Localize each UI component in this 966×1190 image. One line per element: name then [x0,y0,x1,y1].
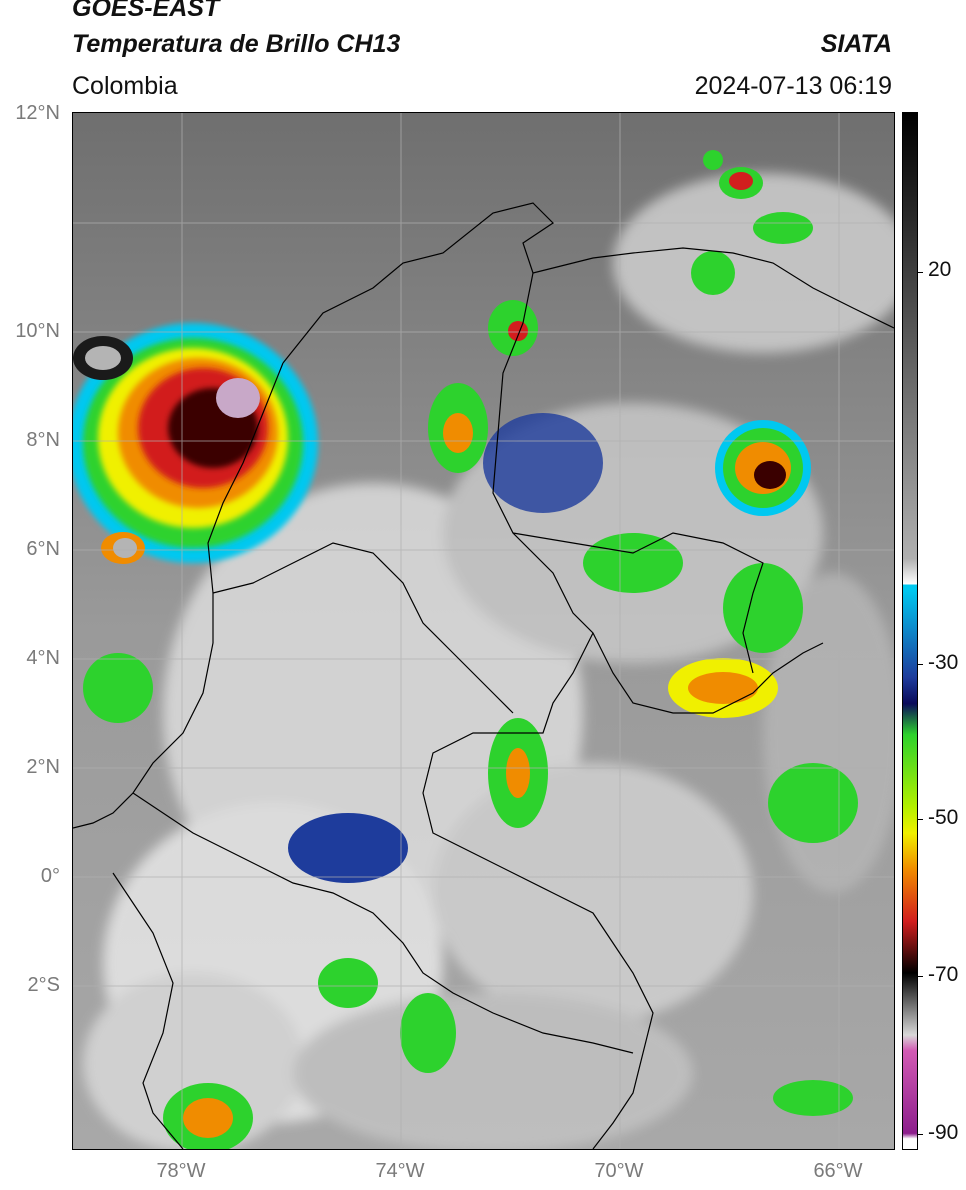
source-label: SIATA [820,30,892,58]
product-title: Temperatura de Brillo CH13 [72,30,401,58]
lat-label-12n: 12°N [15,102,60,124]
colorbar-tick [917,272,923,273]
colorbar-label-minus90: -90 [928,1121,959,1144]
temperature-colorbar [902,112,918,1150]
colorbar-label-minus50: -50 [928,806,959,829]
timestamp-label: 2024-07-13 06:19 [694,72,892,100]
lon-label-66w: 66°W [813,1160,863,1182]
lon-label-78w: 78°W [156,1160,206,1182]
lat-label-6n: 6°N [26,538,60,560]
lat-lon-grid [73,113,894,1149]
lon-label-74w: 74°W [375,1160,425,1182]
lat-label-10n: 10°N [15,320,60,342]
colorbar-label-minus70: -70 [928,963,959,986]
lat-label-4n: 4°N [26,647,60,669]
region-label: Colombia [72,72,178,100]
colorbar-tick [917,1134,923,1135]
lat-label-2n: 2°N [26,756,60,778]
convective-cells [73,150,858,1149]
lon-label-70w: 70°W [594,1160,644,1182]
lat-label-0: 0° [40,865,60,887]
colorbar-tick [917,664,923,665]
lat-label-2s: 2°S [27,974,60,996]
colorbar-label-20: 20 [928,258,952,281]
satellite-title: GOES-EAST [72,0,220,22]
colorbar-label-minus30: -30 [928,651,959,674]
colorbar-tick [917,976,923,977]
cloud-cover [83,173,894,1149]
lat-label-8n: 8°N [26,429,60,451]
colorbar-tick [917,819,923,820]
country-borders [73,202,894,1149]
satellite-map[interactable] [72,112,895,1150]
